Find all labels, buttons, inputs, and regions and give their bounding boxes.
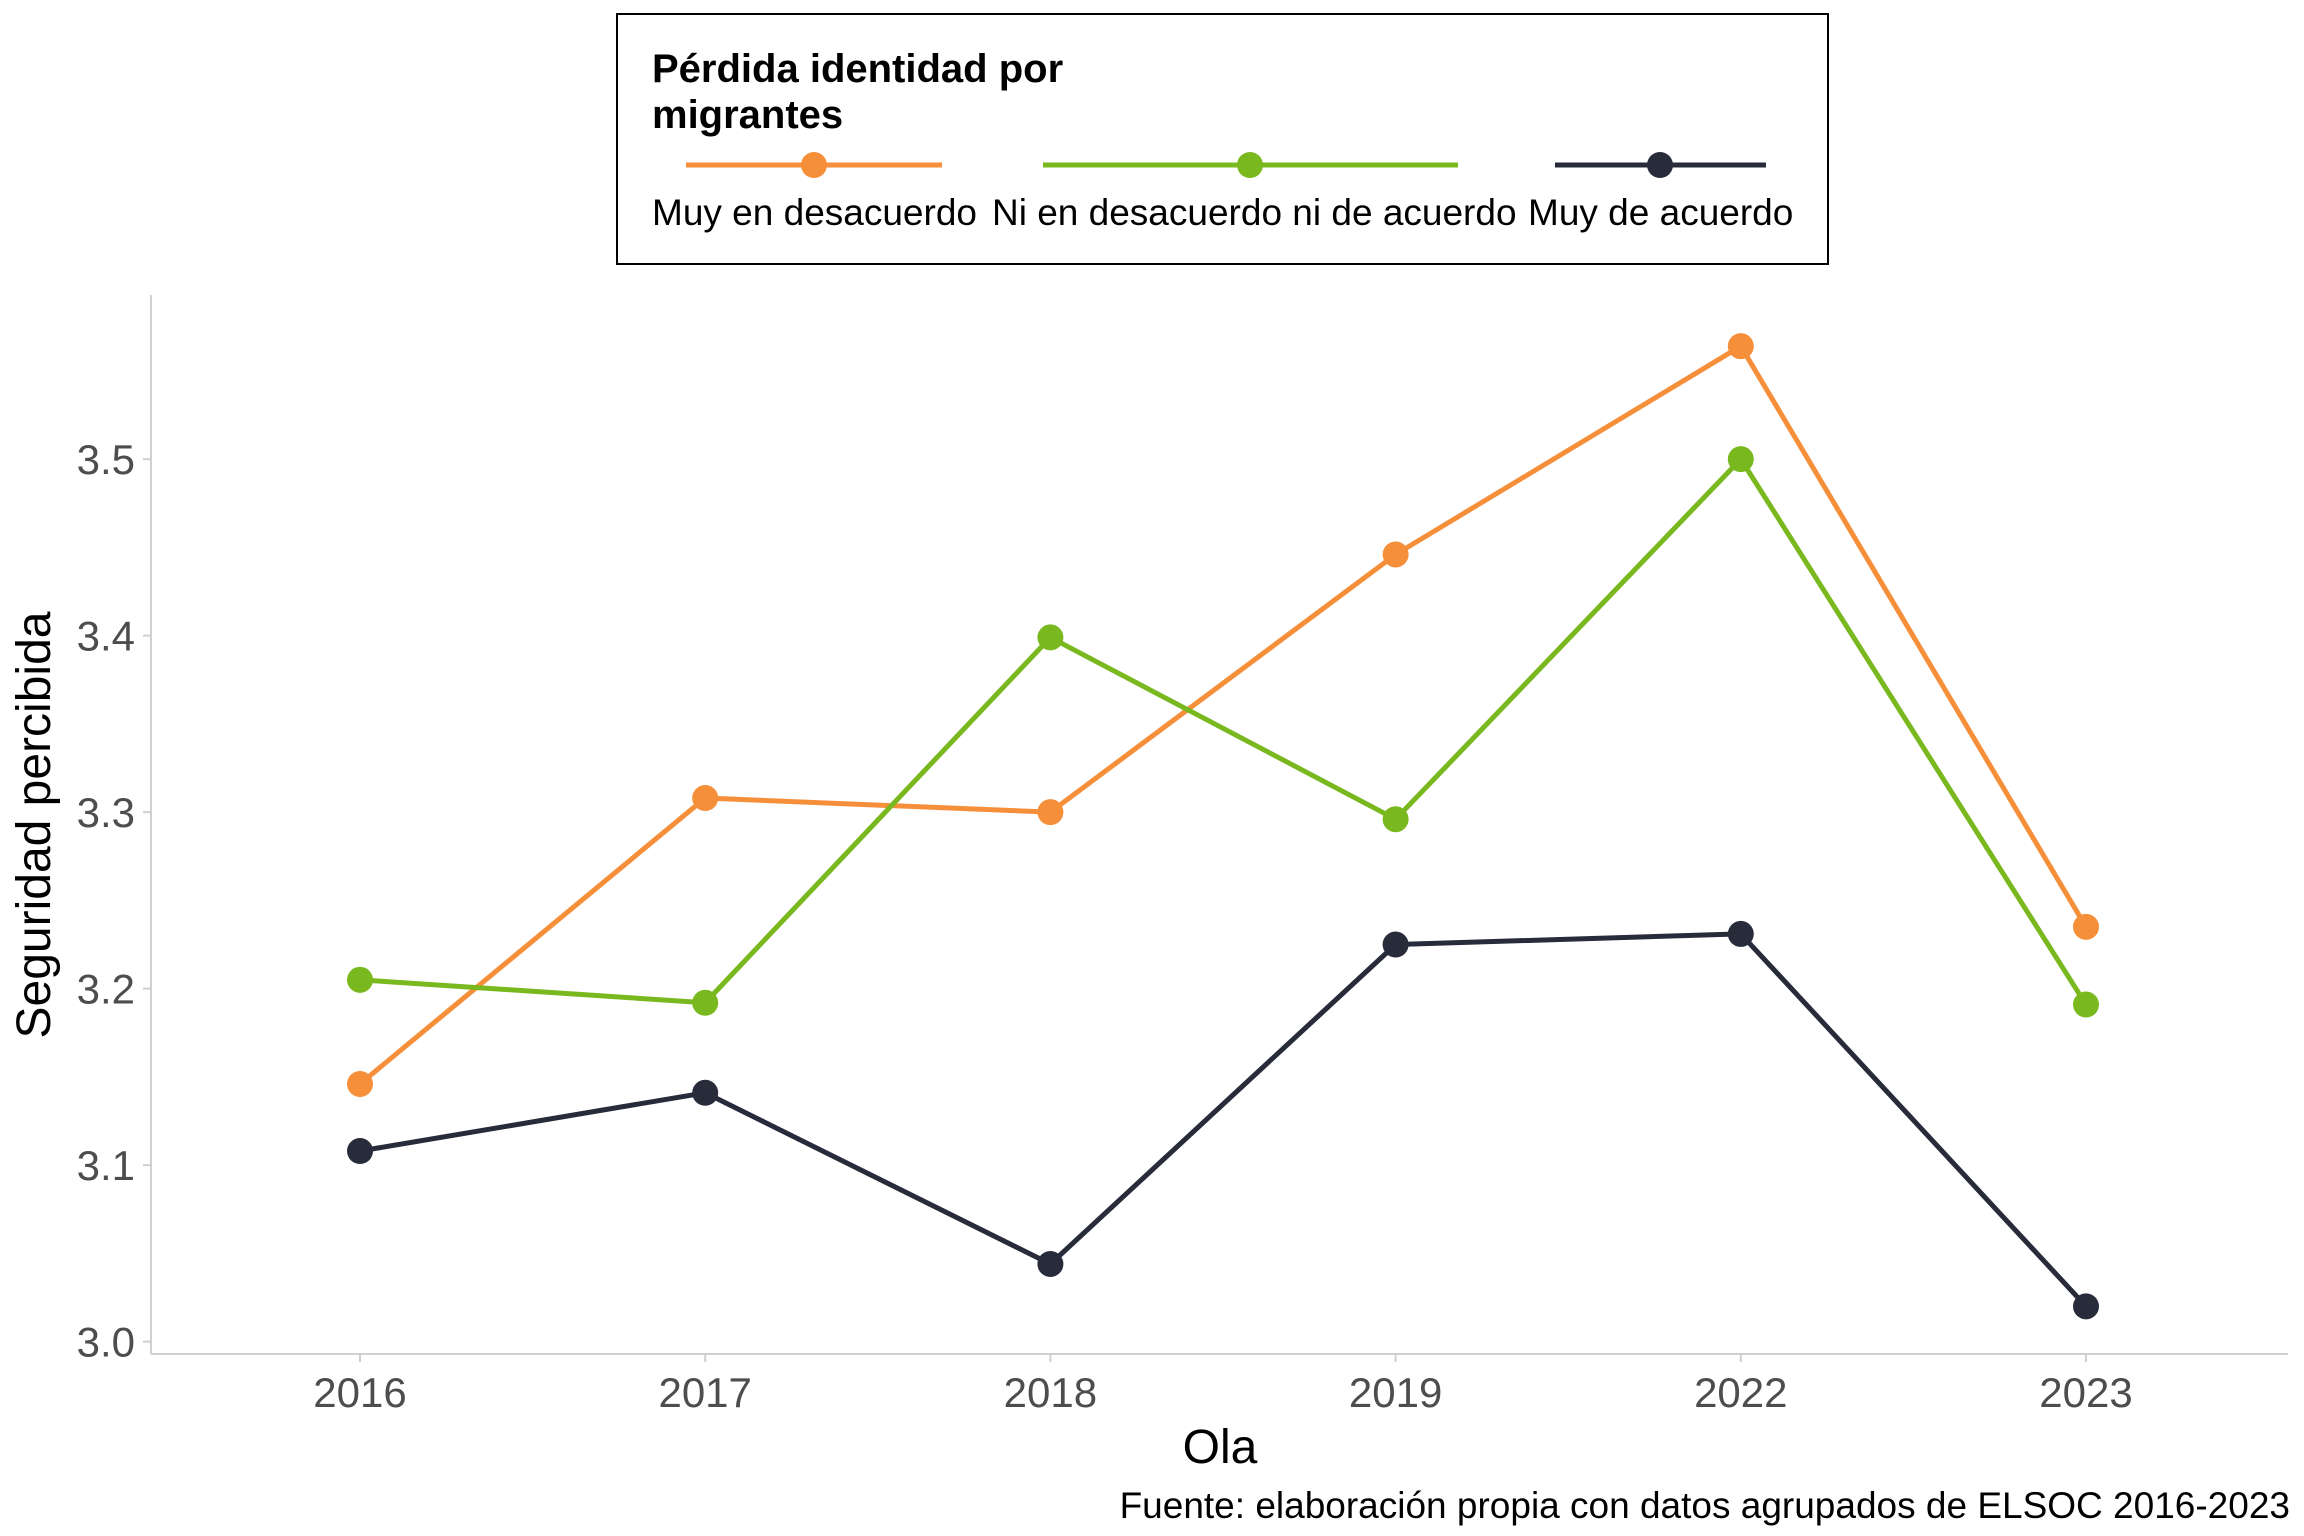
x-tick-label: 2018 [1004,1369,1097,1416]
series-lines [357,343,2089,1309]
x-tick-label: 2017 [658,1369,751,1416]
axes [150,295,2288,1355]
legend-box [616,13,1829,265]
y-tick-label: 3.2 [77,966,135,1013]
y-tick-label: 3.0 [77,1319,135,1366]
legend-label: Ni en desacuerdo ni de acuerdo [992,192,1517,233]
data-point [692,1079,719,1106]
x-axis-title: Ola [1183,1421,1258,1474]
y-tick-label: 3.3 [77,789,135,836]
legend-key-point [1647,152,1673,178]
data-point [1727,333,1754,360]
data-point [1382,541,1409,568]
x-tick-label: 2022 [1694,1369,1787,1416]
data-point [1037,1250,1064,1277]
data-point [692,785,719,812]
x-tick-label: 2023 [2039,1369,2132,1416]
data-point [1037,624,1064,651]
y-tick-label: 3.1 [77,1142,135,1189]
series-points [347,333,2099,1320]
legend-label: Muy de acuerdo [1528,192,1793,233]
data-point [2073,1293,2099,1320]
x-tick-label: 2016 [313,1369,406,1416]
legend-key-point [1237,152,1263,178]
series-line-1 [357,456,2089,1008]
legend-title-line-2: migrantes [652,93,843,137]
x-ticks: 2016 2017 2018 2019 2022 2023 [313,1354,2133,1416]
legend-title-line-1: Pérdida identidad por [652,47,1063,91]
data-point [1382,806,1409,833]
data-point [2073,913,2099,940]
data-point [347,966,373,993]
data-point [1037,799,1064,826]
legend-label: Muy en desacuerdo [652,192,977,233]
y-ticks: 3.0 3.1 3.2 3.3 3.4 3.5 [77,436,151,1366]
legend: Pérdida identidad por migrantes Muy en d… [616,13,1829,265]
data-point [347,1070,373,1097]
source-caption: Fuente: elaboración propia con datos agr… [1120,1485,2290,1526]
x-tick-label: 2019 [1349,1369,1442,1416]
data-point [2073,991,2099,1018]
y-axis-title: Seguridad percibida [8,611,61,1038]
y-tick-label: 3.4 [77,613,135,660]
series-line-0 [357,343,2089,1087]
data-point [1382,931,1409,958]
legend-key-point [801,152,827,178]
data-point [1727,920,1754,947]
series-line-2 [357,931,2089,1309]
legend-keys: Muy en desacuerdo Ni en desacuerdo ni de … [652,152,1793,233]
y-tick-label: 3.5 [77,436,135,483]
data-point [1727,446,1754,473]
data-point [347,1138,373,1165]
data-point [692,989,719,1016]
